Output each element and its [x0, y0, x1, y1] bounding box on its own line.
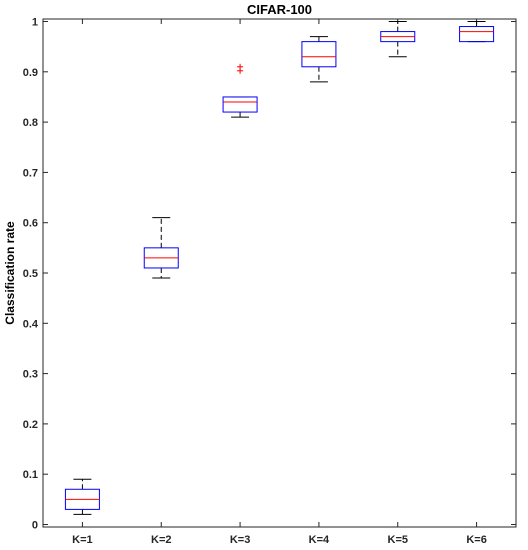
box-k6 [459, 21, 495, 43]
y-tick-label: 0.5 [23, 268, 38, 280]
y-tick-label: 0.2 [23, 419, 38, 431]
iqr-box [459, 26, 495, 43]
axes-box [42, 18, 517, 528]
y-tick-label: 0.3 [23, 369, 38, 381]
y-tick-label: 0.8 [23, 117, 38, 129]
box-k4 [301, 36, 337, 83]
y-tick-label: 0.1 [23, 469, 38, 481]
box-k1 [64, 478, 100, 515]
plot-area [42, 18, 517, 528]
y-tick-label: 0 [32, 519, 38, 531]
box-k2 [143, 217, 179, 279]
x-tick-label: K=3 [230, 534, 251, 546]
y-tick-label: 0.7 [23, 167, 38, 179]
x-axis: K=1 K=2 K=3 K=4 K=5 K=6 [72, 19, 487, 546]
x-tick-label: K=5 [388, 534, 409, 546]
box-k5 [380, 21, 416, 58]
x-tick-label: K=2 [151, 534, 172, 546]
y-axis-label: Classification rate [3, 221, 17, 325]
y-tick-label: 0.6 [23, 218, 38, 230]
iqr-box [222, 96, 258, 113]
y-tick-label: 1 [32, 17, 38, 29]
y-axis: 0 0.1 0.2 0.3 0.4 0.5 0.6 0.7 0.8 0.9 1 [23, 17, 516, 531]
x-tick-label: K=6 [466, 534, 487, 546]
y-tick-label: 0.9 [23, 67, 38, 79]
x-tick-label: K=1 [72, 534, 93, 546]
iqr-box [301, 41, 337, 68]
chart-title: CIFAR-100 [247, 2, 312, 17]
x-tick-label: K=4 [309, 534, 330, 546]
box-k3 [222, 63, 258, 118]
box-series [64, 21, 495, 515]
y-tick-label: 0.4 [23, 318, 39, 330]
